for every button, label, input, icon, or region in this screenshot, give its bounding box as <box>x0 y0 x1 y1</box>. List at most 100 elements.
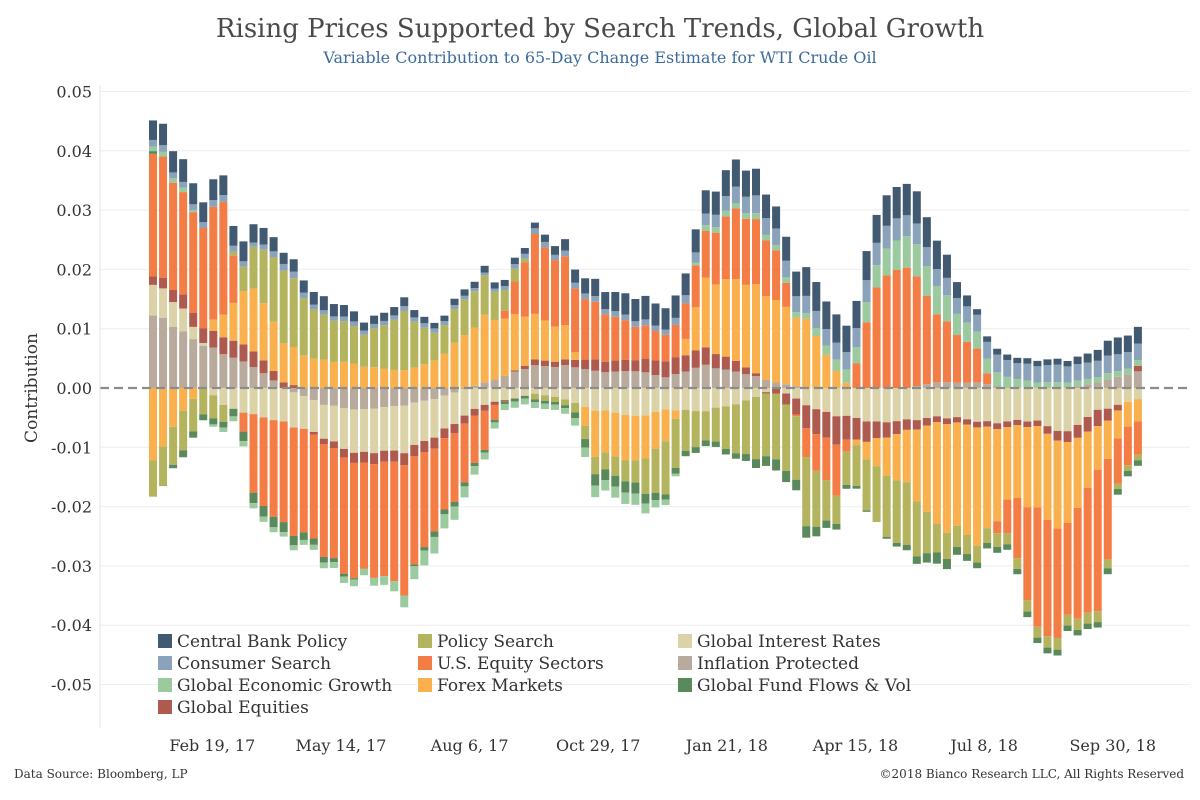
bar-segment <box>1023 363 1032 381</box>
bar-segment <box>822 480 831 521</box>
bar-segment <box>591 296 600 302</box>
bar-segment <box>450 305 459 309</box>
bar-segment <box>932 552 941 564</box>
bar-segment <box>993 546 1002 553</box>
bar-segment <box>490 401 499 405</box>
bar-segment <box>1133 399 1142 422</box>
bar-segment <box>942 532 951 559</box>
bar-segment <box>380 407 389 451</box>
bar-segment <box>490 419 499 423</box>
bar-segment <box>1113 388 1122 405</box>
bar-segment <box>1023 380 1032 388</box>
bar-segment <box>912 223 921 245</box>
bar-segment <box>812 388 821 410</box>
bar-segment <box>309 304 318 310</box>
bar-segment <box>832 388 841 417</box>
bar-segment <box>329 441 338 449</box>
bar-segment <box>661 308 670 330</box>
bar-segment <box>792 416 801 480</box>
bar-segment <box>400 297 409 307</box>
bar-segment <box>752 388 760 397</box>
bar-segment <box>1113 438 1122 484</box>
bar-segment <box>932 268 941 286</box>
bar-segment <box>983 421 992 427</box>
bar-segment <box>1013 379 1022 388</box>
bar-segment <box>571 288 580 353</box>
bar-segment <box>963 306 972 323</box>
bar-segment <box>460 423 469 483</box>
bar-segment <box>149 315 157 388</box>
bar-segment <box>1003 544 1012 550</box>
bar-segment <box>1133 454 1142 461</box>
bar-segment <box>1063 361 1072 367</box>
y-tick-label: 0.02 <box>56 260 92 279</box>
bar-segment <box>299 388 308 397</box>
bar-segment <box>711 441 720 447</box>
bar-segment <box>973 421 982 428</box>
bar-segment <box>339 388 348 409</box>
bar-segment <box>249 388 258 415</box>
bar-segment <box>149 120 157 140</box>
bar-segment <box>1043 382 1052 388</box>
bar-segment <box>721 406 730 449</box>
bar-segment <box>1093 469 1102 612</box>
bar-segment <box>149 146 157 152</box>
bar-segment <box>993 354 1002 373</box>
bar-segment <box>239 388 248 413</box>
bar-segment <box>350 578 358 580</box>
bar-segment <box>621 481 630 493</box>
bar-segment <box>741 213 750 219</box>
bar-segment <box>530 402 539 408</box>
bar-segment <box>772 388 781 394</box>
bar-segment <box>530 222 539 229</box>
bar-segment <box>350 321 358 327</box>
bar-segment <box>872 214 881 243</box>
bar-segment <box>179 308 188 332</box>
chart-title: Rising Prices Supported by Search Trends… <box>215 14 985 44</box>
bar-segment <box>762 456 771 466</box>
bar-segment <box>882 195 891 226</box>
bar-segment <box>410 444 419 457</box>
bar-segment <box>892 480 901 543</box>
bar-segment <box>641 319 650 326</box>
bar-segment <box>752 213 760 220</box>
y-tick-label: -0.04 <box>51 616 92 635</box>
bar-segment <box>1013 363 1022 380</box>
bar-segment <box>862 280 871 303</box>
bar-segment <box>591 474 600 486</box>
bar-segment <box>540 403 549 409</box>
bar-segment <box>179 187 188 193</box>
bar-segment <box>199 345 208 388</box>
bar-segment <box>782 384 791 388</box>
bar-segment <box>289 385 298 388</box>
bar-segment <box>420 400 429 442</box>
bar-segment <box>621 460 630 482</box>
bar-segment <box>983 373 992 385</box>
bar-segment <box>882 475 891 537</box>
bar-segment <box>460 289 469 296</box>
bar-segment <box>953 382 961 388</box>
bar-segment <box>500 400 509 402</box>
bar-segment <box>420 323 429 328</box>
bar-segment <box>490 282 499 289</box>
bar-segment <box>651 388 660 412</box>
bar-segment <box>440 509 449 515</box>
bar-segment <box>1013 558 1022 569</box>
bar-segment <box>762 388 771 393</box>
bar-segment <box>1003 376 1012 388</box>
bar-segment <box>973 388 982 422</box>
bar-segment <box>621 293 630 315</box>
bar-segment <box>530 359 539 366</box>
bar-segment <box>350 326 358 364</box>
bar-segment <box>390 388 399 407</box>
bar-segment <box>460 299 469 336</box>
bar-segment <box>601 452 610 470</box>
bar-segment <box>1043 388 1052 427</box>
bar-segment <box>892 421 901 435</box>
data-source-note: Data Source: Bloomberg, LP <box>14 767 188 781</box>
bar-segment <box>390 307 399 316</box>
bar-segment <box>380 368 389 388</box>
bar-segment <box>229 416 238 422</box>
bar-segment <box>450 501 459 507</box>
bar-segment <box>209 179 218 201</box>
